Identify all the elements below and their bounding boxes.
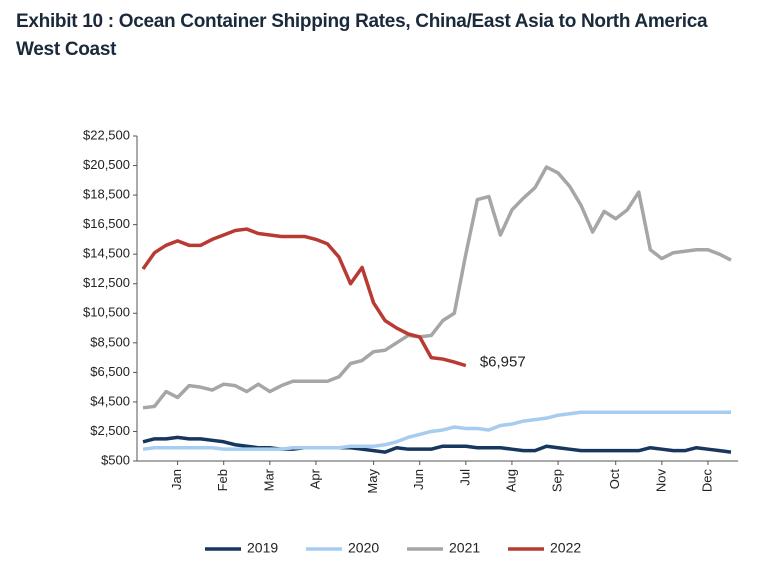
value-label: $6,957 <box>480 354 526 371</box>
y-tick-label: $10,500 <box>83 305 130 320</box>
x-tick-label: Apr <box>307 468 322 489</box>
y-tick-label: $500 <box>101 452 130 467</box>
series-line <box>142 410 731 451</box>
x-tick-label: Dec <box>699 469 714 493</box>
y-tick-label: $14,500 <box>83 246 130 261</box>
x-tick-label: Mar <box>261 468 276 491</box>
y-tick-label: $2,500 <box>90 423 130 438</box>
x-tick-label: Feb <box>215 469 230 491</box>
legend-label: 2021 <box>449 540 480 556</box>
x-tick-label: Jul <box>457 469 472 486</box>
x-tick-label: Jan <box>169 469 184 490</box>
y-tick-label: $12,500 <box>83 275 130 290</box>
legend-label: 2020 <box>348 540 379 556</box>
y-tick-label: $8,500 <box>90 334 130 349</box>
y-tick-label: $6,500 <box>90 364 130 379</box>
legend-label: 2019 <box>247 540 278 556</box>
chart-title: Exhibit 10 : Ocean Container Shipping Ra… <box>16 11 708 60</box>
series-line <box>141 227 467 368</box>
y-tick-label: $4,500 <box>90 393 130 408</box>
y-tick-label: $20,500 <box>83 157 130 172</box>
series-line <box>142 165 732 410</box>
x-tick-label: Oct <box>607 469 622 490</box>
x-tick-label: Nov <box>653 469 668 493</box>
y-tick-label: $16,500 <box>83 216 130 231</box>
y-tick-label: $18,500 <box>83 187 130 202</box>
x-tick-label: May <box>365 469 380 494</box>
legend-label: 2022 <box>550 540 581 556</box>
x-tick-label: Jun <box>411 469 426 490</box>
x-tick-label: Sep <box>549 469 564 492</box>
y-tick-label: $22,500 <box>83 127 130 142</box>
x-tick-label: Aug <box>503 469 518 492</box>
series-line <box>142 435 732 454</box>
